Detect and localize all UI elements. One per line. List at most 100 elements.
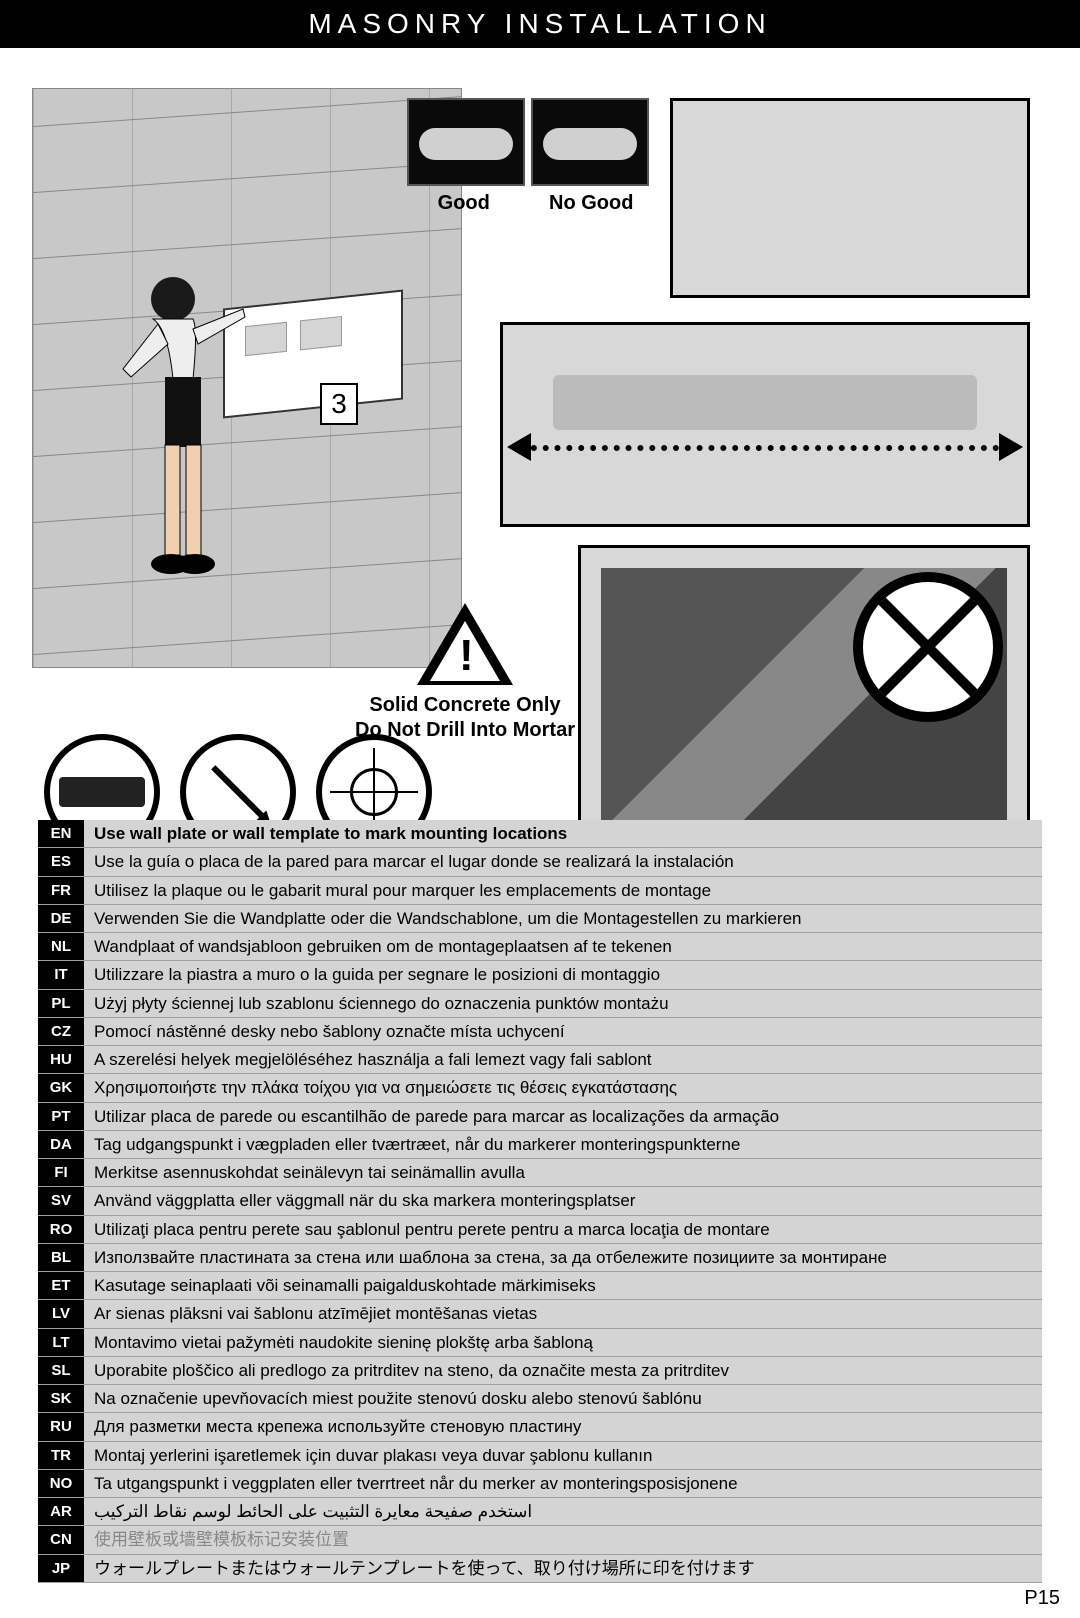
lang-code: NL <box>38 933 84 960</box>
lang-text: Utilizzare la piastra a muro o la guida … <box>84 961 1042 988</box>
page-number: P15 <box>1024 1587 1060 1610</box>
main-illustration <box>32 88 462 668</box>
photo-mortar-prohibition <box>578 545 1030 843</box>
lang-text: Använd väggplatta eller väggmall när du … <box>84 1187 1042 1214</box>
horizontal-arrow-line <box>519 445 1011 451</box>
level-tool-graphic <box>553 375 977 430</box>
lang-code: LV <box>38 1300 84 1327</box>
photo-mark-template <box>670 98 1030 298</box>
lang-row-ro: ROUtilizaţi placa pentru perete sau şabl… <box>38 1216 1042 1244</box>
lang-text: Utilisez la plaque ou le gabarit mural p… <box>84 877 1042 904</box>
lang-text: A szerelési helyek megjelöléséhez haszná… <box>84 1046 1042 1073</box>
lang-code: BL <box>38 1244 84 1271</box>
lang-text: Pomocí nástěnné desky nebo šablony označ… <box>84 1018 1042 1045</box>
lang-code: RU <box>38 1413 84 1440</box>
lang-code: TR <box>38 1442 84 1469</box>
lang-row-lv: LVAr sienas plāksni vai šablonu atzīmēji… <box>38 1300 1042 1328</box>
step-number: 3 <box>331 388 347 419</box>
lang-code: HU <box>38 1046 84 1073</box>
lang-row-da: DATag udgangspunkt i vægpladen eller tvæ… <box>38 1131 1042 1159</box>
lang-code: IT <box>38 961 84 988</box>
good-label: Good <box>400 192 528 215</box>
lang-text: Для разметки места крепежа используйте с… <box>84 1413 1042 1440</box>
lang-code: PT <box>38 1103 84 1130</box>
lang-row-de: DEVerwenden Sie die Wandplatte oder die … <box>38 905 1042 933</box>
diagram-area: 3 Good No Good ! Solid Concrete Only Do … <box>0 48 1080 858</box>
good-level-image <box>407 98 525 186</box>
lang-text: Kasutage seinaplaati või seinamalli paig… <box>84 1272 1042 1299</box>
lang-code: PL <box>38 990 84 1017</box>
lang-row-ru: RUДля разметки места крепежа используйте… <box>38 1413 1042 1441</box>
lang-row-ar: ARاستخدم صفيحة معايرة التثبيت على الحائط… <box>38 1498 1042 1526</box>
lang-row-sv: SVAnvänd väggplatta eller väggmall när d… <box>38 1187 1042 1215</box>
lang-row-lt: LTMontavimo vietai pažymėti naudokite si… <box>38 1329 1042 1357</box>
lang-row-bl: BLИзползвайте пластината за стена или ша… <box>38 1244 1042 1272</box>
lang-code: RO <box>38 1216 84 1243</box>
lang-text: Използвайте пластината за стена или шабл… <box>84 1244 1042 1271</box>
lang-row-jp: JPウォールプレートまたはウォールテンプレートを使って、取り付け場所に印を付けま… <box>38 1555 1042 1583</box>
nogood-label: No Good <box>528 192 656 215</box>
lang-row-hu: HUA szerelési helyek megjelöléséhez hasz… <box>38 1046 1042 1074</box>
arrow-right-icon <box>999 433 1023 461</box>
step-number-box: 3 <box>320 383 358 425</box>
lang-row-fi: FIMerkitse asennuskohdat seinälevyn tai … <box>38 1159 1042 1187</box>
photo-level-horizontal <box>500 322 1030 527</box>
lang-text: 使用壁板或墙壁模板标记安装位置 <box>84 1526 1042 1553</box>
lang-code: JP <box>38 1555 84 1582</box>
lang-row-cz: CZPomocí nástěnné desky nebo šablony ozn… <box>38 1018 1042 1046</box>
warning-block: ! Solid Concrete Only Do Not Drill Into … <box>330 603 600 743</box>
lang-row-nl: NLWandplaat of wandsjabloon gebruiken om… <box>38 933 1042 961</box>
page-title: MASONRY INSTALLATION <box>308 8 771 39</box>
lang-row-fr: FRUtilisez la plaque ou le gabarit mural… <box>38 877 1042 905</box>
lang-text: Tag udgangspunkt i vægpladen eller tvært… <box>84 1131 1042 1158</box>
lang-row-en: ENUse wall plate or wall template to mar… <box>38 820 1042 848</box>
lang-text: Montaj yerlerini işaretlemek için duvar … <box>84 1442 1042 1469</box>
prohibition-icon <box>853 572 1003 722</box>
lang-code: SL <box>38 1357 84 1384</box>
lang-row-cn: CN使用壁板或墙壁模板标记安装位置 <box>38 1526 1042 1554</box>
lang-text: Use wall plate or wall template to mark … <box>84 820 1042 847</box>
lang-text: Użyj płyty ściennej lub szablonu ścienne… <box>84 990 1042 1017</box>
lang-code: GK <box>38 1074 84 1101</box>
lang-text: Use la guía o placa de la pared para mar… <box>84 848 1042 875</box>
lang-text: ウォールプレートまたはウォールテンプレートを使って、取り付け場所に印を付けます <box>84 1555 1042 1582</box>
language-table: ENUse wall plate or wall template to mar… <box>38 820 1042 1583</box>
lang-code: AR <box>38 1498 84 1525</box>
lang-row-pl: PLUżyj płyty ściennej lub szablonu ścien… <box>38 990 1042 1018</box>
lang-code: FI <box>38 1159 84 1186</box>
lang-code: SV <box>38 1187 84 1214</box>
lang-row-sl: SLUporabite ploščico ali predlogo za pri… <box>38 1357 1042 1385</box>
nogood-level-image <box>531 98 649 186</box>
lang-code: ET <box>38 1272 84 1299</box>
lang-text: Uporabite ploščico ali predlogo za pritr… <box>84 1357 1042 1384</box>
lang-code: DA <box>38 1131 84 1158</box>
lang-text: Χρησιμοποιήστε την πλάκα τοίχου για να σ… <box>84 1074 1042 1101</box>
lang-code: CZ <box>38 1018 84 1045</box>
lang-code: LT <box>38 1329 84 1356</box>
lang-text: Utilizaţi placa pentru perete sau şablon… <box>84 1216 1042 1243</box>
lang-row-tr: TRMontaj yerlerini işaretlemek için duva… <box>38 1442 1042 1470</box>
lang-code: EN <box>38 820 84 847</box>
lang-row-et: ETKasutage seinaplaati või seinamalli pa… <box>38 1272 1042 1300</box>
lang-text: Montavimo vietai pažymėti naudokite sien… <box>84 1329 1042 1356</box>
lang-text: استخدم صفيحة معايرة التثبيت على الحائط ل… <box>84 1498 1042 1525</box>
lang-code: CN <box>38 1526 84 1553</box>
lang-row-sk: SKNa označenie upevňovacích miest použit… <box>38 1385 1042 1413</box>
lang-text: Merkitse asennuskohdat seinälevyn tai se… <box>84 1159 1042 1186</box>
lang-text: Verwenden Sie die Wandplatte oder die Wa… <box>84 905 1042 932</box>
lang-code: NO <box>38 1470 84 1497</box>
lang-code: FR <box>38 877 84 904</box>
lang-text: Ar sienas plāksni vai šablonu atzīmējiet… <box>84 1300 1042 1327</box>
person-graphic <box>113 269 253 629</box>
lang-text: Na označenie upevňovacích miest použite … <box>84 1385 1042 1412</box>
lang-row-it: ITUtilizzare la piastra a muro o la guid… <box>38 961 1042 989</box>
good-nogood-group: Good No Good <box>400 98 655 215</box>
arrow-left-icon <box>507 433 531 461</box>
warning-triangle-icon: ! <box>417 603 513 685</box>
lang-code: SK <box>38 1385 84 1412</box>
lang-text: Wandplaat of wandsjabloon gebruiken om d… <box>84 933 1042 960</box>
warning-line-1: Solid Concrete Only <box>330 693 600 718</box>
lang-row-pt: PTUtilizar placa de parede ou escantilhã… <box>38 1103 1042 1131</box>
lang-code: DE <box>38 905 84 932</box>
lang-row-no: NOTa utgangspunkt i veggplaten eller tve… <box>38 1470 1042 1498</box>
